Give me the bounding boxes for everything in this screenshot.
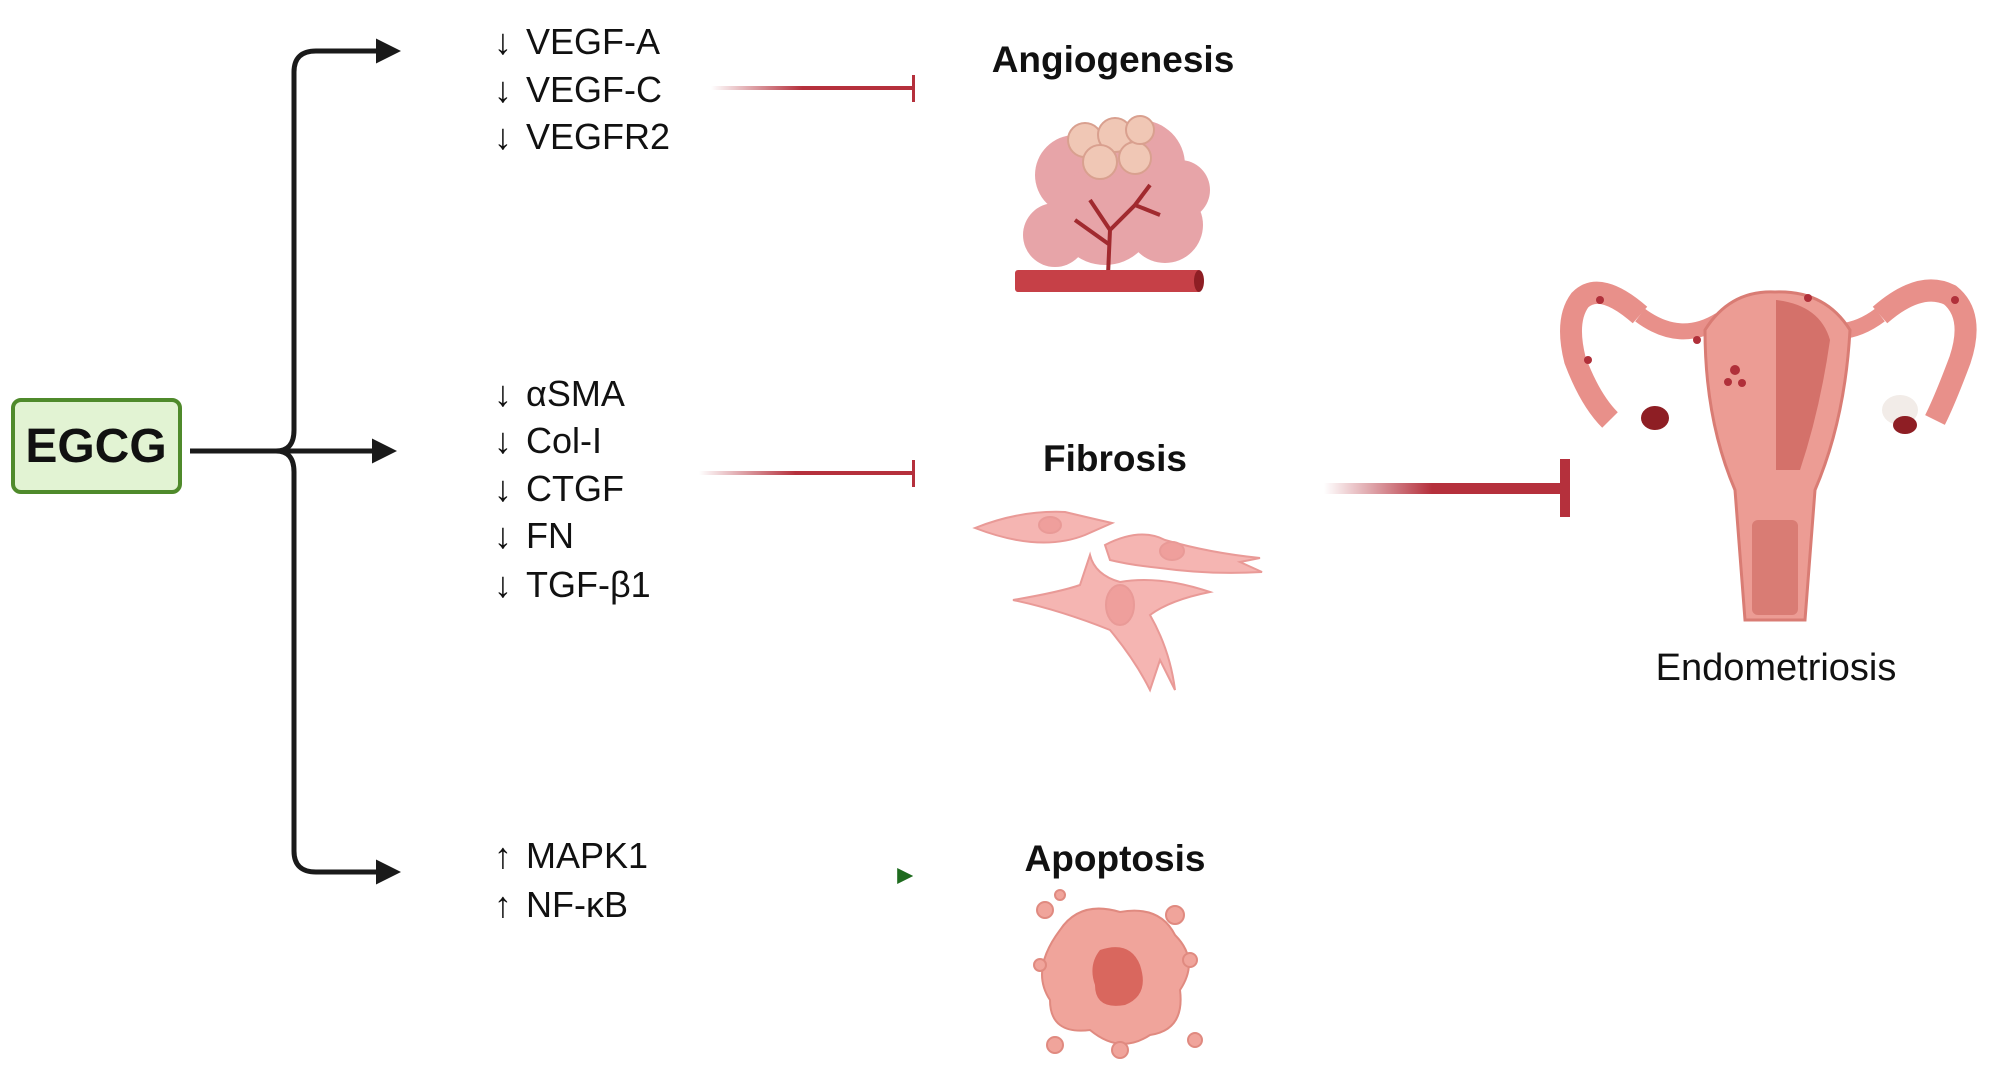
marker-tgf-b1: TGF-β1	[526, 564, 651, 605]
down-arrow-icon: ↓	[494, 564, 512, 605]
apoptosis-markers: ↑ MAPK1 ↑ NF-κB	[494, 835, 648, 925]
marker-mapk1: MAPK1	[526, 835, 648, 876]
connector-top	[275, 38, 401, 454]
down-arrow-icon: ↓	[494, 420, 512, 461]
down-arrow-icon: ↓	[494, 21, 512, 62]
egcg-label: EGCG	[25, 420, 166, 473]
marker-vegfr2: VEGFR2	[526, 116, 670, 157]
down-arrow-icon: ↓	[494, 515, 512, 556]
marker-nf-kb: NF-κB	[526, 884, 628, 925]
up-arrow-icon: ↑	[494, 884, 512, 925]
process-fibrosis: Fibrosis	[1043, 438, 1187, 479]
inhibit-endometriosis-line	[1324, 459, 1570, 517]
fibrosis-markers: ↓ αSMA ↓ Col-I ↓ CTGF ↓ FN ↓ TGF-β1	[494, 373, 651, 605]
marker-ctgf: CTGF	[526, 468, 624, 509]
fibroblast-cells-icon	[972, 510, 1263, 693]
down-arrow-icon: ↓	[494, 116, 512, 157]
inhibit-fibrosis-line	[699, 460, 915, 487]
apoptotic-cell-icon	[1033, 889, 1203, 1059]
down-arrow-icon: ↓	[494, 69, 512, 110]
down-arrow-icon: ↓	[494, 373, 512, 414]
angiogenesis-markers: ↓ VEGF-A ↓ VEGF-C ↓ VEGFR2	[494, 21, 670, 157]
marker-vegf-c: VEGF-C	[526, 69, 662, 110]
marker-vegf-a: VEGF-A	[526, 21, 660, 62]
connector-bottom	[275, 448, 401, 885]
egcg-node: EGCG	[11, 398, 182, 494]
uterus-icon	[1560, 279, 1977, 622]
marker-col-i: Col-I	[526, 420, 602, 461]
marker-fn: FN	[526, 515, 574, 556]
inhibit-angiogenesis-line	[711, 75, 915, 102]
tumor-angiogenesis-icon	[1015, 115, 1210, 292]
process-apoptosis: Apoptosis	[1025, 838, 1206, 879]
process-angiogenesis: Angiogenesis	[992, 39, 1235, 80]
up-arrow-icon: ↑	[494, 835, 512, 876]
down-arrow-icon: ↓	[494, 468, 512, 509]
branch-connectors	[190, 38, 401, 885]
marker-asma: αSMA	[526, 373, 625, 414]
endometriosis-label: Endometriosis	[1656, 647, 1897, 689]
